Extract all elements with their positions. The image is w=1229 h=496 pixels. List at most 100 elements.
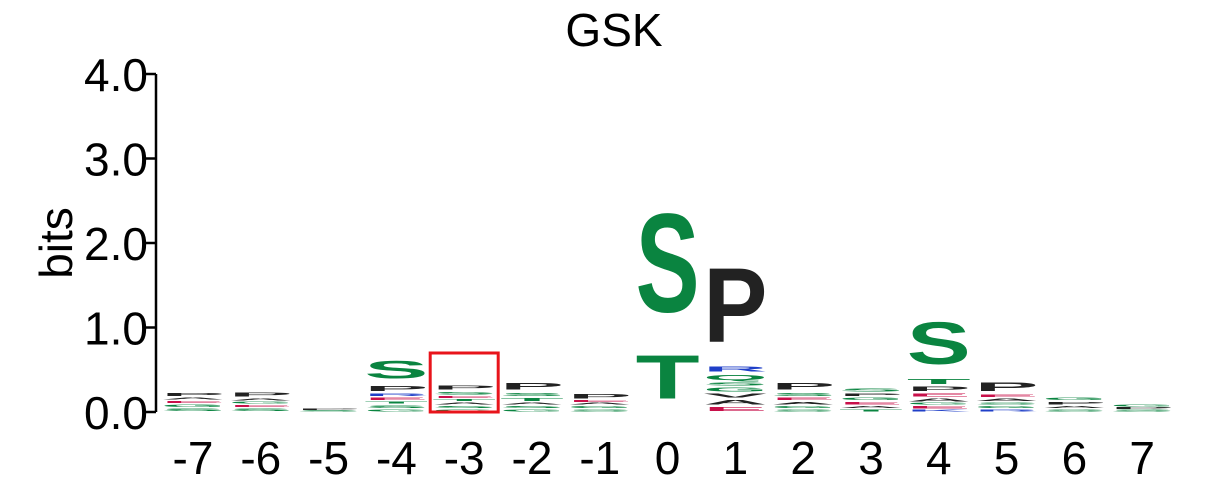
y-tick-label: 4.0	[84, 49, 148, 101]
svg-text:T: T	[907, 377, 971, 385]
logo-letter-G: G	[975, 405, 1039, 408]
x-tick-label: 4	[926, 432, 952, 484]
logo-letter-G: G	[839, 397, 903, 401]
logo-letter-S: S	[500, 405, 564, 408]
svg-text:P: P	[568, 393, 632, 401]
logo-letter-P: P	[1110, 407, 1174, 410]
svg-text:P: P	[1042, 401, 1106, 405]
y-tick-label: 3.0	[84, 134, 148, 186]
logo-letter-G: G	[364, 409, 428, 412]
svg-text:S: S	[229, 408, 293, 412]
logo-letter-A: A	[771, 401, 835, 405]
svg-text:R: R	[703, 365, 767, 373]
svg-text:A: A	[161, 397, 225, 400]
logo-letter-V: V	[703, 393, 767, 399]
svg-text:P: P	[907, 386, 971, 393]
logo-letter-S: S	[1042, 409, 1106, 412]
x-tick-label: -5	[308, 432, 349, 484]
svg-text:S: S	[500, 405, 564, 408]
svg-text:S: S	[771, 392, 835, 397]
svg-text:V: V	[703, 393, 767, 399]
svg-text:S: S	[907, 309, 971, 377]
svg-text:E: E	[975, 393, 1039, 397]
logo-letter-S: S	[432, 391, 496, 395]
svg-text:A: A	[500, 402, 564, 405]
svg-text:S: S	[636, 184, 700, 342]
svg-text:G: G	[839, 397, 903, 401]
svg-text:A: A	[432, 402, 496, 405]
svg-text:K: K	[907, 409, 971, 412]
logo-letter-A: A	[975, 398, 1039, 402]
svg-text:T: T	[364, 401, 428, 404]
svg-text:E: E	[907, 393, 971, 398]
svg-text:P: P	[229, 392, 293, 398]
logo-letter-R: R	[975, 409, 1039, 412]
svg-text:S: S	[432, 391, 496, 395]
logo-letter-T: T	[500, 397, 564, 402]
logo-letter-T: T	[839, 409, 903, 412]
logo-letter-E: E	[975, 393, 1039, 397]
svg-text:G: G	[1110, 404, 1174, 407]
logo-letter-A: A	[839, 405, 903, 408]
logo-letter-S: S	[771, 392, 835, 397]
logo-letter-P: P	[568, 393, 632, 401]
logo-letter-P: P	[1042, 401, 1106, 405]
x-tick-label: 2	[790, 432, 816, 484]
svg-text:G: G	[500, 409, 564, 412]
x-tick-label: -3	[444, 432, 485, 484]
svg-text:S: S	[364, 404, 428, 408]
svg-text:P: P	[703, 247, 767, 364]
logo-letter-E: E	[839, 401, 903, 405]
svg-text:A: A	[229, 398, 293, 401]
x-tick-label: -4	[376, 432, 417, 484]
svg-text:G: G	[907, 403, 971, 406]
logo-letter-A: A	[161, 397, 225, 400]
svg-text:T: T	[432, 398, 496, 401]
logo-letter-E: E	[161, 400, 225, 403]
logo-letter-S: S	[364, 356, 428, 384]
logo-letter-P: P	[771, 382, 835, 392]
svg-text:S: S	[975, 402, 1039, 405]
svg-text:P: P	[161, 392, 225, 397]
logo-letter-P: P	[500, 382, 564, 392]
highlight-box	[428, 351, 500, 414]
svg-text:E: E	[703, 406, 767, 412]
x-tick-label: 1	[723, 432, 749, 484]
logo-letter-S: S	[907, 309, 971, 377]
logo-letter-S: S	[432, 405, 496, 408]
svg-text:A: A	[568, 403, 632, 406]
logo-letter-A: A	[907, 398, 971, 403]
svg-text:S: S	[1110, 410, 1174, 413]
x-tick-label: 5	[994, 432, 1020, 484]
logo-letter-G: G	[1042, 397, 1106, 401]
logo-letter-G: G	[907, 403, 971, 406]
svg-text:E: E	[161, 400, 225, 403]
svg-text:G: G	[703, 387, 767, 393]
logo-letter-P: P	[364, 384, 428, 392]
logo-letter-P: P	[229, 392, 293, 398]
svg-text:P: P	[975, 380, 1039, 393]
svg-text:A: A	[771, 401, 835, 405]
svg-text:G: G	[161, 404, 225, 408]
svg-text:E: E	[364, 397, 428, 401]
svg-text:S: S	[568, 409, 632, 412]
y-tick-label: 2.0	[84, 218, 148, 270]
logo-letter-P: P	[161, 392, 225, 397]
svg-text:G: G	[771, 405, 835, 408]
svg-text:S: S	[703, 382, 767, 387]
logo-letter-T: T	[636, 343, 700, 412]
logo-letter-E: E	[703, 406, 767, 412]
logo-letter-A: A	[229, 398, 293, 401]
svg-text:S: S	[297, 410, 361, 412]
logo-letter-G: G	[568, 405, 632, 408]
svg-text:E: E	[907, 405, 971, 409]
svg-text:Q: Q	[703, 373, 767, 381]
logo-letter-G: G	[703, 387, 767, 393]
logo-letter-P: P	[839, 393, 903, 397]
svg-text:P: P	[432, 385, 496, 391]
svg-text:T: T	[636, 343, 700, 412]
logo-letter-E: E	[771, 397, 835, 401]
logo-letter-S: S	[161, 408, 225, 412]
logo-letter-A: A	[703, 399, 767, 407]
